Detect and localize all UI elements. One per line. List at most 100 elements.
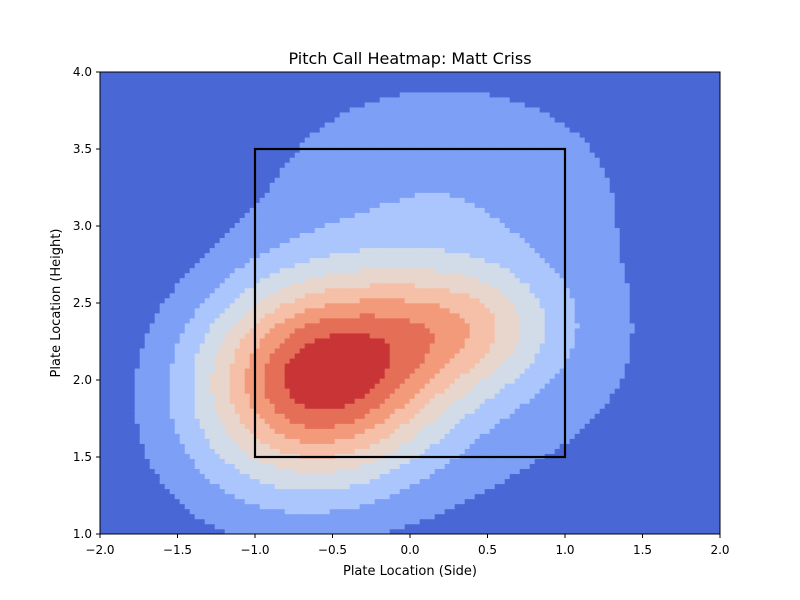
density-cell [184, 503, 191, 510]
density-cell [579, 528, 586, 534]
density-cell [674, 383, 681, 389]
density-cell [159, 503, 166, 510]
density-cell [514, 418, 521, 424]
density-cell [334, 523, 341, 530]
density-cell [249, 337, 256, 344]
density-cell [124, 508, 131, 515]
density-cell [174, 498, 181, 505]
density-cell [659, 473, 666, 480]
density-cell [104, 503, 111, 510]
density-cell [369, 478, 376, 485]
density-cell [269, 438, 276, 444]
density-cell [534, 523, 541, 530]
density-cell [309, 448, 316, 454]
density-cell [699, 367, 706, 374]
density-cell [614, 478, 621, 485]
density-cell [239, 337, 246, 344]
density-cell [100, 443, 106, 449]
density-cell [634, 438, 641, 444]
density-cell [474, 403, 481, 409]
density-cell [674, 413, 681, 419]
density-cell [694, 463, 701, 470]
density-cell [104, 478, 111, 485]
density-cell [619, 393, 626, 399]
density-cell [309, 468, 316, 475]
density-cell [594, 347, 601, 354]
density-cell [339, 433, 346, 439]
density-cell [229, 383, 236, 389]
density-cell [704, 498, 711, 505]
density-cell [454, 403, 461, 409]
density-cell [649, 503, 656, 510]
density-cell [189, 508, 196, 515]
density-cell [334, 332, 341, 339]
density-cell [114, 513, 121, 520]
density-cell [204, 483, 211, 490]
density-cell [100, 433, 106, 439]
density-cell [254, 493, 261, 500]
density-cell [649, 448, 656, 454]
density-cell [524, 403, 531, 409]
density-cell [524, 448, 531, 454]
density-cell [414, 483, 421, 490]
density-cell [154, 528, 161, 534]
density-cell [359, 498, 366, 505]
density-cell [239, 473, 246, 480]
density-cell [414, 362, 421, 369]
density-cell [164, 498, 171, 505]
density-cell [674, 448, 681, 454]
density-cell [219, 337, 226, 344]
density-cell [594, 342, 601, 349]
density-cell [419, 513, 426, 520]
density-cell [549, 408, 556, 414]
density-cell [629, 403, 636, 409]
density-cell [169, 383, 176, 389]
density-cell [549, 342, 556, 349]
density-cell [399, 347, 406, 354]
density-cell [494, 347, 501, 354]
density-cell [674, 378, 681, 384]
density-cell [599, 503, 606, 510]
density-cell [449, 423, 456, 429]
density-cell [349, 473, 356, 480]
density-cell [524, 383, 531, 389]
density-cell [374, 423, 381, 429]
density-cell [289, 518, 296, 525]
density-cell [169, 498, 176, 505]
density-cell [334, 458, 341, 464]
density-cell [124, 362, 131, 369]
density-cell [449, 378, 456, 384]
density-cell [709, 428, 716, 434]
density-cell [469, 503, 476, 510]
density-cell [279, 438, 286, 444]
density-cell [439, 383, 446, 389]
density-cell [274, 388, 281, 394]
density-cell [109, 327, 116, 334]
density-cell [699, 393, 706, 399]
density-cell [399, 483, 406, 490]
density-cell [559, 508, 566, 515]
density-cell [179, 528, 186, 534]
density-cell [104, 398, 111, 404]
density-cell [244, 423, 251, 429]
density-cell [614, 332, 621, 339]
density-cell [619, 428, 626, 434]
density-cell [109, 352, 116, 359]
density-cell [454, 483, 461, 490]
density-cell [174, 388, 181, 394]
density-cell [364, 408, 371, 414]
density-cell [334, 493, 341, 500]
density-cell [104, 388, 111, 394]
density-cell [489, 508, 496, 515]
density-cell [489, 362, 496, 369]
density-cell [444, 498, 451, 505]
density-cell [414, 493, 421, 500]
density-cell [569, 423, 576, 429]
density-cell [294, 398, 301, 404]
density-cell [354, 523, 361, 530]
density-cell [179, 403, 186, 409]
density-cell [544, 398, 551, 404]
density-cell [559, 478, 566, 485]
density-cell [414, 398, 421, 404]
density-cell [159, 327, 166, 334]
